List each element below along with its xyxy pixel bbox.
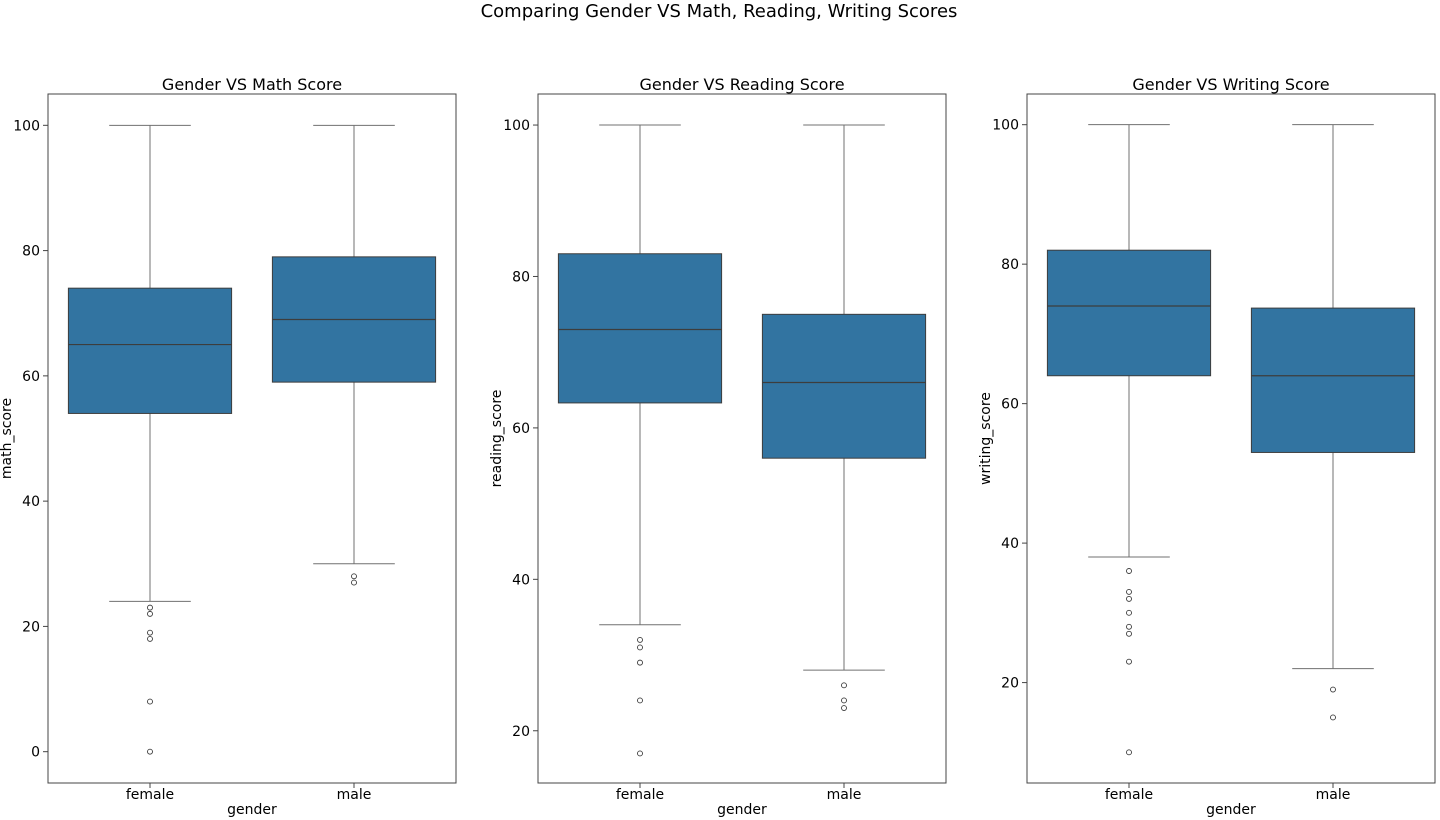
y-tick-label: 40: [1001, 536, 1019, 552]
y-tick-label: 100: [992, 118, 1019, 134]
iqr-box: [557, 253, 723, 404]
y-tick-label: 20: [1001, 676, 1019, 692]
outlier-point: [841, 705, 847, 711]
outlier-point: [1126, 595, 1132, 602]
y-tick-label: 80: [22, 244, 40, 260]
x-tick-label-male: male: [827, 787, 862, 803]
figure-suptitle: Comparing Gender VS Math, Reading, Writi…: [481, 1, 958, 22]
iqr-box: [1250, 307, 1416, 453]
outlier-point: [351, 573, 357, 580]
panels: Gender VS Math Score 0 20 40 60 80 100 math_sco…: [0, 75, 1436, 818]
y-tick-label: 40: [512, 572, 530, 588]
outlier-point: [637, 644, 643, 651]
y-tick-label: 80: [1001, 257, 1019, 273]
panel-title: Gender VS Reading Score: [639, 75, 844, 94]
y-axis-label: math_score: [0, 398, 15, 479]
y-tick-label: 40: [22, 494, 40, 510]
outlier-point: [147, 604, 153, 611]
iqr-box: [67, 287, 233, 414]
outlier-point: [1330, 686, 1336, 693]
outlier-point: [1126, 623, 1132, 630]
outlier-point: [147, 629, 153, 636]
box-male: [271, 124, 437, 586]
panel-2: Gender VS Reading Score 20 40 60 80 100 readin…: [489, 75, 947, 818]
outlier-point: [147, 748, 153, 755]
outlier-point: [841, 697, 847, 704]
x-axis-label: gender: [227, 802, 277, 818]
outlier-point: [147, 610, 153, 617]
outlier-point: [1330, 714, 1336, 721]
y-axis-label: reading_score: [489, 390, 505, 488]
x-tick-label-female: female: [616, 787, 664, 803]
plot-frame: [537, 93, 947, 784]
panel-title: Gender VS Writing Score: [1132, 75, 1329, 94]
x-axis-label: gender: [1206, 802, 1256, 818]
y-tick-label: 80: [512, 269, 530, 285]
panel-1: Gender VS Math Score 0 20 40 60 80 100 math_sco…: [0, 75, 457, 818]
x-tick-label-male: male: [1316, 787, 1351, 803]
y-tick-label: 0: [31, 745, 40, 761]
box-female: [557, 124, 723, 757]
outlier-point: [1126, 749, 1132, 756]
box-male: [1250, 124, 1416, 721]
iqr-box: [1046, 249, 1212, 377]
x-tick-label-female: female: [1105, 787, 1153, 803]
x-tick-label-male: male: [337, 787, 372, 803]
y-tick-label: 60: [512, 421, 530, 437]
outlier-point: [351, 579, 357, 586]
plot-frame: [1026, 93, 1436, 784]
box-female: [67, 124, 233, 755]
outlier-point: [1126, 609, 1132, 616]
panel-3: Gender VS Writing Score 20 40 60 80 100 writin…: [978, 75, 1436, 818]
outlier-point: [841, 682, 847, 689]
y-tick-label: 20: [22, 619, 40, 635]
panel-title: Gender VS Math Score: [162, 75, 342, 94]
x-axis-label: gender: [717, 802, 767, 818]
outlier-point: [147, 698, 153, 705]
outlier-point: [637, 750, 643, 757]
y-tick-label: 20: [512, 724, 530, 740]
outlier-point: [1126, 568, 1132, 574]
y-tick-label: 100: [503, 118, 530, 134]
outlier-point: [637, 636, 643, 643]
iqr-box: [761, 313, 927, 459]
y-tick-label: 60: [1001, 397, 1019, 413]
outlier-point: [1126, 588, 1132, 595]
box-male: [761, 124, 927, 711]
outlier-point: [147, 635, 153, 642]
outlier-point: [637, 659, 643, 666]
outlier-point: [1126, 658, 1132, 665]
plot-frame: [47, 93, 457, 784]
outlier-point: [637, 697, 643, 704]
y-tick-label: 60: [22, 369, 40, 385]
x-tick-label-female: female: [126, 787, 174, 803]
box-female: [1046, 124, 1212, 756]
y-tick-label: 100: [13, 118, 40, 134]
outlier-point: [1126, 630, 1132, 637]
y-axis-label: writing_score: [978, 392, 994, 485]
